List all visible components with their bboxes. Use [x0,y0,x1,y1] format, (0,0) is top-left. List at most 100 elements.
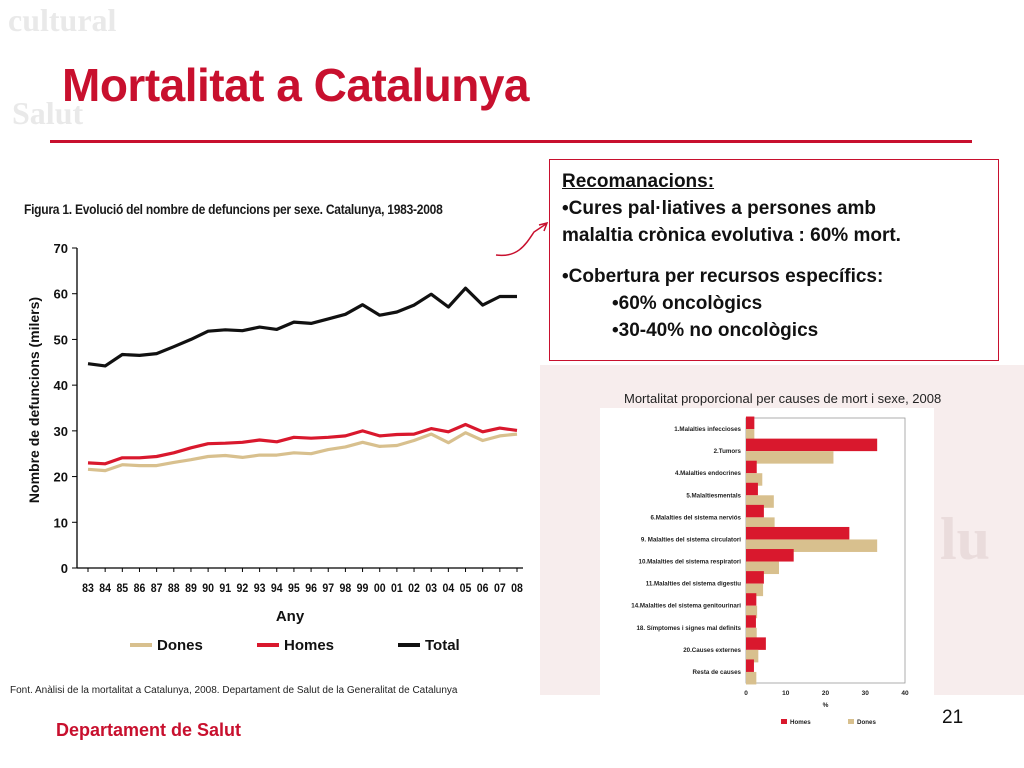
bar-dones [746,451,834,464]
x-tick-label: 40 [901,690,909,697]
y-tick-label: 60 [54,287,68,302]
bar-dones [746,627,757,641]
title-divider [50,140,972,143]
bar-homes [746,637,766,650]
x-tick-label: 96 [305,582,317,595]
bar-chart: 1.Malalties infeccioses 2.Tumors 4.Malalti… [631,416,909,726]
x-tick-label: 93 [254,582,266,595]
x-axis-title: Any [276,608,305,625]
bar-homes [746,571,764,584]
x-tick-label: 0 [744,690,748,697]
y-tick-label: 30 [54,424,68,439]
x-tick-label: 02 [408,582,420,595]
y-tick-label: 50 [54,332,68,347]
x-tick-label: 91 [219,582,231,595]
bar-dones [746,429,755,442]
series-line-homes [87,422,518,466]
page-title: Mortalitat a Catalunya [62,59,530,111]
bar-chart-panel: 1.Malalties infeccioses 2.Tumors 4.Malalti… [600,408,934,746]
category-label: 20.Causes externes [683,647,741,654]
category-label: 11.Malalties del sistema digestiu [646,581,741,588]
x-tick-label: 30 [862,690,870,697]
legend-label-dones: Dones [157,637,203,654]
x-tick-label: 08 [511,582,523,595]
legend-label-homes: Homes [284,637,334,654]
line-chart-title: Figura 1. Evolució del nombre de defunci… [24,201,443,217]
line-chart-panel: Figura 1. Evolució del nombre de defunci… [10,145,538,683]
category-label: Resta de causes [693,669,742,676]
bar-dones [746,649,759,663]
x-tick-label: 84 [99,582,111,595]
category-label: 1.Malalties infeccioses [674,426,741,433]
x-tick-label: 00 [374,582,386,595]
bar-dones [746,583,764,597]
bar-homes [746,416,755,430]
x-tick-label: 92 [237,582,249,595]
recommendation-palliative: •Cures pal·liatives a persones amb [562,198,876,219]
x-tick-label: 98 [340,582,352,595]
x-tick-label: 87 [151,582,163,595]
x-tick-label: 20 [822,690,830,697]
x-tick-label: 89 [185,582,197,595]
x-axis-title: % [823,702,829,709]
bar-dones [746,605,758,619]
y-axis-title: Nombre de defuncions (milers) [26,297,42,503]
bar-homes [746,549,794,562]
x-tick-label: 06 [477,582,489,595]
x-tick-label: 99 [357,582,369,595]
x-tick-label: 01 [391,582,403,595]
bar-dones [746,539,878,552]
legend-label-homes: Homes [790,719,811,726]
bar-homes [746,504,764,518]
x-tick-label: 97 [322,582,334,595]
bar-dones [746,517,775,530]
footer-organization: Departament de Salut [56,720,242,740]
x-tick-label: 83 [82,582,94,595]
recommendations-heading: Recomanacions: [562,171,715,192]
bar-homes [746,659,754,672]
y-tick-label: 0 [61,561,68,576]
recommendation-coverage: •Cobertura per recursos específics: [562,266,884,287]
x-tick-label: 95 [288,582,300,595]
category-label: 2.Tumors [714,448,742,455]
recommendation-palliative-detail: malaltia crònica evolutiva : 60% mort. [562,225,901,246]
bar-dones [746,473,763,486]
x-tick-label: 03 [425,582,437,595]
legend-label-total: Total [425,637,460,654]
page-number: 21 [942,707,964,728]
legend-swatch-dones [848,719,854,724]
x-tick-label: 86 [134,582,146,595]
category-label: 18. Símptomes i signes mal definits [636,625,741,632]
series-line-dones [87,431,518,473]
x-tick-label: 05 [460,582,472,595]
category-label: 5.Malaltiesmentals [686,492,741,499]
x-tick-label: 90 [202,582,214,595]
series-line-total [87,286,517,368]
x-tick-label: 07 [494,582,506,595]
bar-dones [746,561,779,575]
source-note: Font. Anàlisi de la mortalitat a Catalun… [10,684,458,697]
y-tick-label: 20 [54,470,68,485]
x-tick-label: 88 [168,582,180,595]
x-tick-label: 10 [782,690,790,697]
recommendation-non-oncologic: •30-40% no oncològics [612,320,819,341]
x-tick-label: 94 [271,582,283,595]
legend-label-dones: Dones [857,719,876,726]
category-label: 9. Malalties del sistema circulatori [641,536,741,543]
recommendations-box: Recomanacions: •Cures pal·liatives a per… [549,159,999,361]
bar-homes [746,482,758,496]
bar-homes [746,460,757,474]
category-label: 4.Malalties endocrines [675,470,742,477]
curved-arrow-icon [495,222,549,257]
bar-chart-caption: Mortalitat proporcional per causes de mo… [624,391,942,406]
x-tick-label: 85 [116,582,128,595]
bar-homes [746,615,756,628]
category-label: 6.Malalties del sistema nerviós [651,514,742,521]
spacer [562,249,986,263]
y-tick-label: 70 [54,241,68,256]
category-label: 14.Malalties del sistema genitourinari [631,603,741,610]
x-tick-label: 04 [442,582,454,595]
y-tick-label: 10 [54,515,68,530]
legend-swatch-homes [781,719,787,724]
